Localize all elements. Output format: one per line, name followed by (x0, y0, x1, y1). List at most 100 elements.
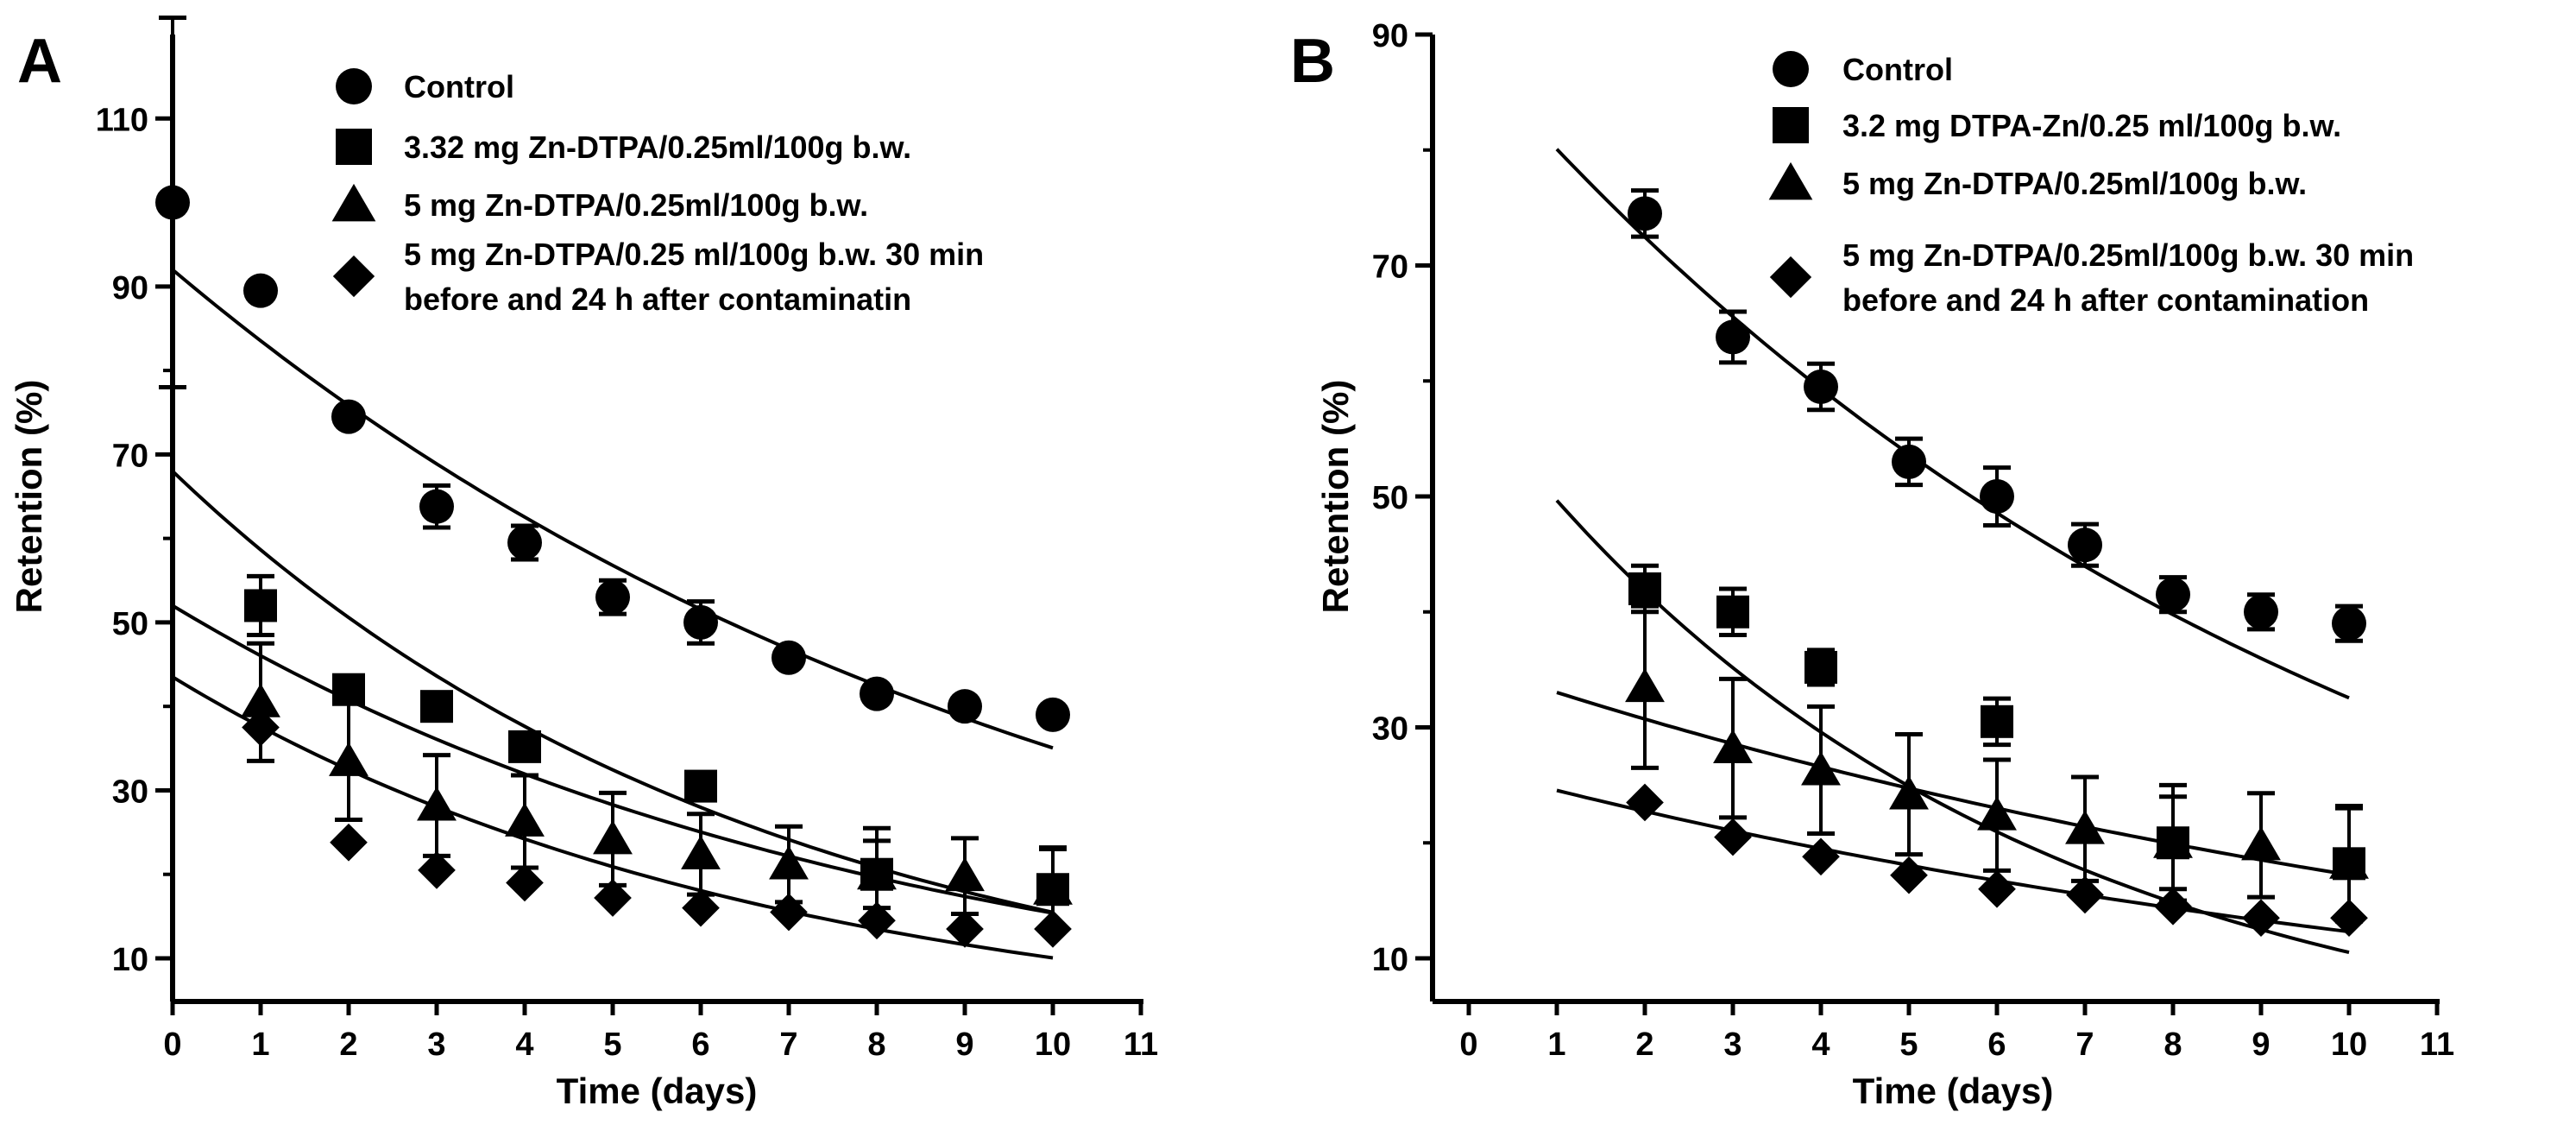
data-point-triangle-a (593, 820, 633, 855)
data-point-triangle-a (1033, 870, 1073, 905)
legend-label-square-b: 3.2 mg DTPA-Zn/0.25 ml/100g b.w. (1842, 108, 2341, 143)
x-tick-label-a: 5 (603, 1027, 621, 1063)
data-point-square-b (1716, 595, 1749, 629)
data-point-triangle-a (945, 856, 985, 892)
legend-marker-triangle-a (331, 183, 376, 222)
data-point-diamond-a (946, 910, 984, 948)
data-point-circle-a (331, 399, 366, 434)
data-point-square-a (244, 589, 277, 622)
data-point-triangle-b (1977, 796, 2017, 831)
data-point-triangle-a (857, 855, 897, 890)
fit-curve-circle-a (171, 268, 1054, 750)
fit-curve-triangle-b (1556, 691, 2350, 877)
data-point-triangle-b (2153, 824, 2193, 858)
data-point-circle-b (1716, 319, 1750, 355)
x-tick-label-b: 3 (1723, 1027, 1741, 1063)
data-point-triangle-a (417, 787, 457, 821)
x-tick-label-a: 2 (339, 1027, 357, 1063)
data-point-diamond-b (1890, 856, 1928, 894)
x-tick-label-a: 9 (955, 1027, 973, 1063)
data-point-circle-b (2068, 528, 2102, 563)
data-point-circle-b (2332, 606, 2366, 641)
data-point-triangle-a (329, 742, 368, 776)
legend-label-diamond-b: before and 24 h after contamination (1842, 282, 2369, 318)
x-tick-label-b: 0 (1459, 1027, 1477, 1063)
legend-label-diamond-b: 5 mg Zn-DTPA/0.25ml/100g b.w. 30 min (1842, 237, 2414, 273)
data-point-square-b (1628, 572, 1661, 605)
y-tick-label-a: 50 (112, 606, 148, 642)
data-point-circle-a (860, 676, 894, 711)
y-axis-title-b: Retention (%) (1315, 380, 1356, 614)
data-point-circle-b (1892, 444, 1926, 479)
x-tick-label-b: 1 (1547, 1027, 1565, 1063)
data-point-triangle-a (681, 835, 721, 869)
x-tick-label-a: 1 (251, 1027, 269, 1063)
data-point-circle-a (948, 689, 982, 724)
data-point-square-b (1804, 650, 1837, 684)
legend-label-diamond-a: before and 24 h after contaminatin (404, 281, 911, 317)
legend-marker-diamond-b (1769, 256, 1812, 299)
data-point-circle-b (1980, 479, 2014, 514)
data-point-diamond-a (242, 708, 280, 747)
data-point-diamond-b (1626, 783, 1664, 822)
data-point-triangle-b (1801, 751, 1841, 786)
x-tick-label-a: 6 (691, 1027, 709, 1063)
data-point-circle-a (155, 185, 190, 220)
data-point-triangle-b (1889, 775, 1929, 810)
data-point-circle-b (1804, 369, 1838, 404)
panel-a: A 0 1 2 3 4 5 6 7 8 9 10 11 10 30 50 70 90 110 Time (days) R… (9, 16, 1158, 1111)
panel-letter-b: B (1290, 27, 1335, 96)
x-tick-label-b: 4 (1811, 1027, 1830, 1063)
legend-label-triangle-b: 5 mg Zn-DTPA/0.25ml/100g b.w. (1842, 166, 2307, 201)
x-tick-label-a: 7 (779, 1027, 797, 1063)
legend-marker-square-b (1773, 107, 1809, 143)
data-point-circle-b (1628, 196, 1662, 231)
fit-curve-diamond-a (171, 675, 1054, 960)
x-tick-label-a: 8 (867, 1027, 885, 1063)
x-tick-label-b: 8 (2163, 1027, 2182, 1063)
data-point-triangle-b (2329, 844, 2369, 879)
data-point-circle-a (772, 640, 806, 675)
data-point-triangle-a (241, 683, 280, 717)
x-tick-label-a: 11 (1124, 1027, 1158, 1063)
legend-marker-triangle-b (1768, 161, 1813, 200)
legend-marker-circle-b (1773, 51, 1809, 87)
legend-label-circle-a: Control (404, 69, 514, 104)
legend-marker-circle-a (336, 68, 372, 104)
data-point-triangle-a (505, 802, 545, 837)
panel-letter-a: A (17, 27, 62, 96)
y-axis-title-a: Retention (%) (9, 380, 49, 614)
data-point-diamond-b (1714, 818, 1752, 856)
data-point-diamond-b (1802, 837, 1840, 876)
y-tick-label-b: 30 (1372, 711, 1408, 748)
legend-label-diamond-a: 5 mg Zn-DTPA/0.25 ml/100g b.w. 30 min (404, 237, 984, 272)
fit-curve-diamond-b (1556, 788, 2350, 934)
x-tick-label-a: 0 (163, 1027, 181, 1063)
data-point-circle-a (595, 579, 630, 615)
fit-curve-circle-b (1555, 148, 2350, 700)
data-point-circle-a (1036, 697, 1070, 732)
data-point-triangle-b (1713, 729, 1753, 764)
data-point-diamond-a (770, 893, 808, 932)
data-point-diamond-a (506, 863, 544, 902)
data-point-circle-b (2156, 577, 2190, 612)
x-tick-label-b: 6 (1987, 1027, 2006, 1063)
data-point-triangle-b (2065, 810, 2105, 844)
data-point-diamond-b (2242, 899, 2280, 938)
y-tick-label-b: 10 (1372, 942, 1408, 978)
data-point-triangle-b (1625, 667, 1665, 703)
y-tick-label-a: 70 (112, 438, 148, 474)
y-tick-label-b: 70 (1372, 250, 1408, 286)
data-point-diamond-a (858, 901, 896, 940)
y-tick-label-a: 90 (112, 270, 148, 306)
legend-label-square-a: 3.32 mg Zn-DTPA/0.25ml/100g b.w. (404, 130, 911, 165)
data-point-square-a (420, 690, 453, 723)
data-point-square-a (684, 769, 717, 803)
fit-curve-square-a (171, 470, 1054, 914)
data-point-diamond-a (418, 851, 456, 889)
data-point-square-a (508, 730, 541, 763)
data-point-triangle-a (769, 845, 809, 880)
data-point-diamond-b (2330, 899, 2368, 938)
data-point-circle-a (507, 525, 542, 560)
